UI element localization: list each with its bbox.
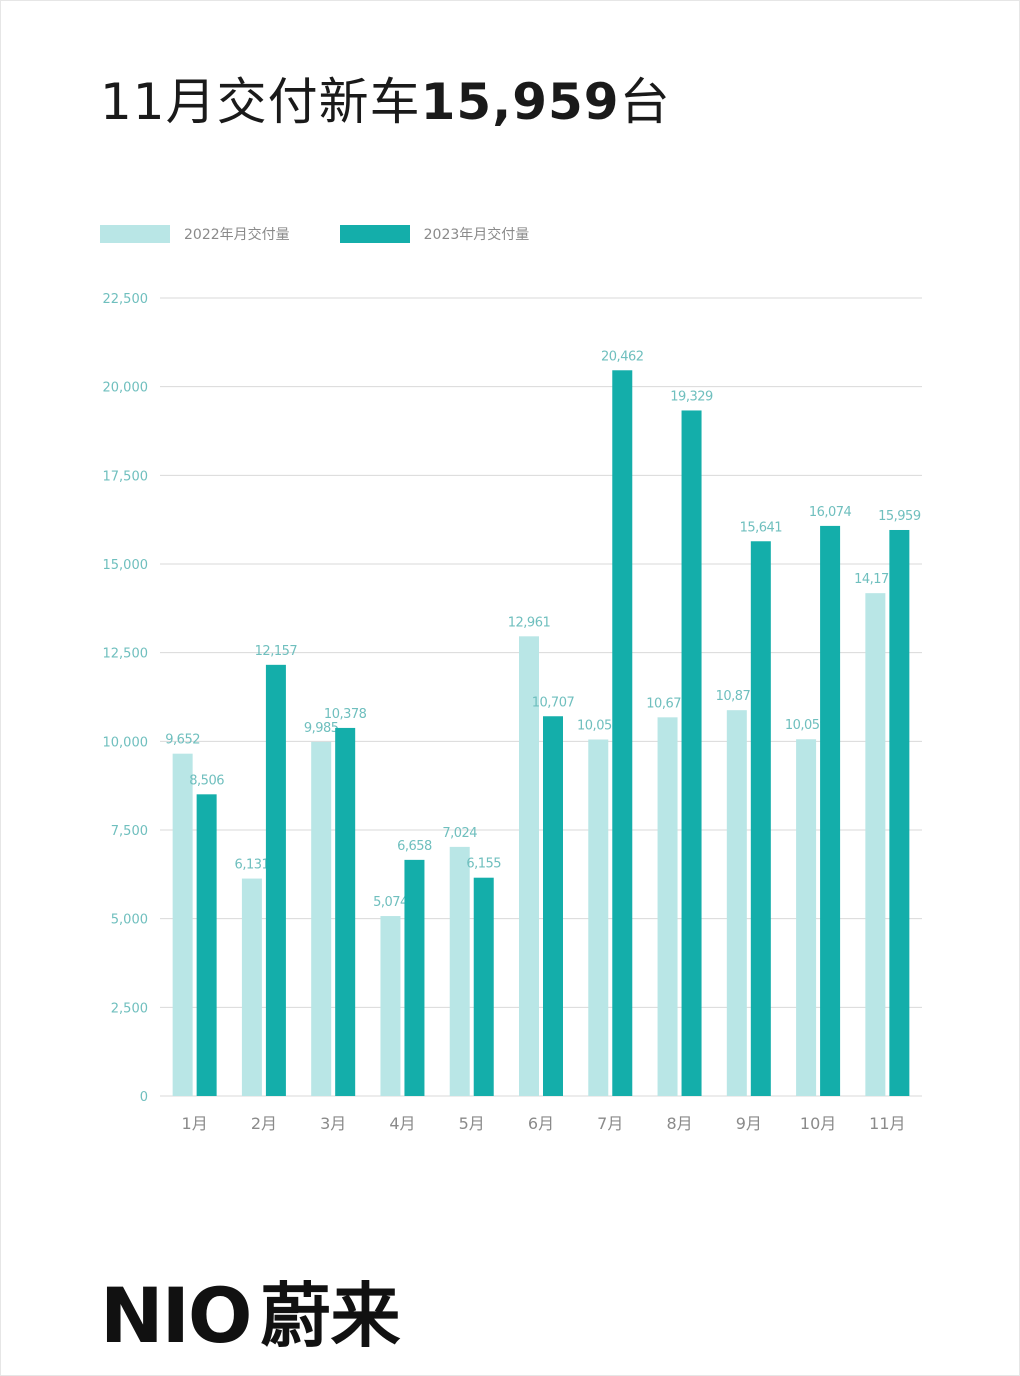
brand-logo-en: NIO (100, 1271, 252, 1360)
data-label-2022: 9,985 (304, 721, 339, 736)
bar-2023 (473, 877, 494, 1096)
bar-2022 (865, 593, 886, 1096)
y-tick-label: 22,500 (103, 292, 149, 307)
x-tick-label: 3月 (320, 1114, 346, 1133)
data-label-2023: 6,155 (466, 857, 501, 872)
bar-2023 (543, 716, 563, 1096)
bar-2022 (519, 636, 539, 1096)
data-label-2022: 7,024 (442, 826, 477, 841)
y-tick-label: 17,500 (103, 469, 149, 484)
bar-2023 (681, 410, 702, 1096)
y-tick-label: 7,500 (111, 824, 148, 839)
data-label-2022: 6,131 (235, 858, 270, 873)
data-label-2022: 5,074 (373, 895, 408, 910)
bar-2022 (172, 753, 193, 1096)
bar-2022 (726, 710, 747, 1096)
x-tick-label: 6月 (528, 1114, 554, 1133)
x-tick-label: 11月 (869, 1114, 905, 1133)
bar-2023 (820, 525, 841, 1096)
page-title: 11月交付新车15,959台 (100, 70, 671, 134)
x-tick-label: 8月 (666, 1114, 692, 1133)
bar-2022 (588, 739, 609, 1096)
x-tick-label: 2月 (251, 1114, 277, 1133)
y-tick-label: 2,500 (111, 1001, 148, 1016)
bar-2022 (657, 717, 678, 1096)
legend-item-2022: 2022年月交付量 (100, 224, 290, 244)
title-number: 15,959 (420, 73, 620, 131)
x-tick-label: 7月 (597, 1114, 623, 1133)
bar-2022 (241, 878, 262, 1096)
data-label-2023: 6,658 (397, 839, 432, 854)
x-tick-label: 1月 (182, 1114, 208, 1133)
data-label-2023: 15,641 (740, 520, 783, 535)
data-label-2022: 9,652 (165, 733, 200, 748)
x-tick-label: 9月 (736, 1114, 762, 1133)
legend-item-2023: 2023年月交付量 (339, 224, 530, 244)
data-label-2022: 14,178 (854, 572, 897, 587)
brand-logo: NIO 蔚来 (100, 1271, 401, 1360)
y-tick-label: 10,000 (103, 735, 149, 750)
data-label-2022: 10,052 (577, 718, 620, 733)
data-label-2022: 10,878 (716, 689, 759, 704)
bar-2023 (404, 859, 425, 1096)
bar-2023 (196, 794, 217, 1096)
y-tick-label: 20,000 (103, 381, 149, 396)
bar-2023 (889, 529, 910, 1096)
data-label-2023: 19,329 (670, 389, 713, 404)
data-label-2023: 12,157 (255, 644, 298, 659)
data-label-2023: 10,707 (532, 695, 575, 710)
bar-2023 (335, 727, 356, 1096)
chart-legend: 2022年月交付量 2023年月交付量 (100, 224, 579, 244)
bar-2023 (265, 664, 286, 1096)
data-label-2023: 15,959 (878, 509, 921, 524)
x-tick-label: 10月 (800, 1114, 836, 1133)
title-suffix: 台 (619, 73, 671, 131)
data-label-2023: 10,378 (324, 707, 367, 722)
legend-label-2023: 2023年月交付量 (423, 227, 530, 243)
data-label-2022: 10,059 (785, 718, 828, 733)
title-prefix: 11月交付新车 (100, 73, 421, 131)
data-label-2023: 8,506 (189, 773, 224, 788)
legend-label-2022: 2022年月交付量 (184, 227, 290, 243)
data-label-2022: 12,961 (508, 615, 551, 630)
bar-2022 (380, 916, 401, 1096)
legend-swatch-2022 (100, 225, 170, 243)
brand-logo-cn: 蔚来 (260, 1275, 401, 1357)
bar-2023 (612, 370, 633, 1096)
bar-chart: 0 2,500 5,000 7,500 10,000 12,500 15,000 17,500… (103, 292, 922, 1133)
y-tick-label: 0 (140, 1090, 148, 1105)
data-label-2023: 20,462 (601, 349, 644, 364)
legend-swatch-2023 (339, 225, 410, 243)
y-tick-label: 15,000 (103, 558, 149, 573)
bar-2022 (449, 846, 470, 1096)
bar-2022 (311, 741, 332, 1096)
y-tick-label: 5,000 (111, 913, 148, 928)
data-label-2023: 16,074 (809, 505, 852, 520)
x-tick-label: 5月 (459, 1114, 485, 1133)
x-tick-label: 4月 (389, 1114, 415, 1133)
bar-2022 (796, 739, 817, 1096)
y-tick-label: 12,500 (103, 647, 149, 662)
bar-2023 (750, 541, 771, 1096)
data-label-2022: 10,677 (646, 696, 689, 711)
